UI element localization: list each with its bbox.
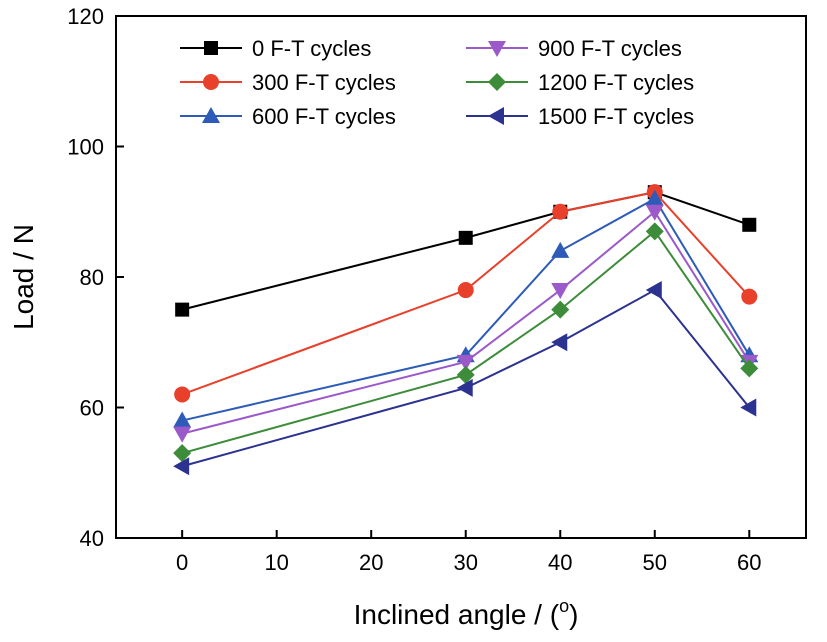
legend-label: 900 F-T cycles: [538, 36, 682, 61]
x-axis: 0 10 20 30 40 50 60: [176, 530, 762, 575]
data-point: [645, 222, 664, 241]
legend-label: 300 F-T cycles: [252, 70, 396, 95]
legend-marker: [488, 107, 504, 125]
series-layer: [173, 184, 759, 476]
data-point: [458, 230, 473, 245]
y-tick-label: 120: [67, 4, 104, 29]
legend-marker: [488, 73, 506, 91]
data-point: [740, 398, 757, 417]
data-point: [742, 217, 757, 232]
data-point: [551, 283, 570, 300]
data-point: [551, 300, 570, 319]
data-point: [173, 426, 192, 443]
x-tick-label: 30: [453, 550, 477, 575]
legend-label: 1200 F-T cycles: [538, 70, 694, 95]
y-tick-label: 100: [67, 135, 104, 160]
legend-label: 600 F-T cycles: [252, 104, 396, 129]
legend-item: 1200 F-T cycles: [466, 70, 694, 95]
data-point: [741, 288, 758, 305]
y-tick-label: 40: [80, 526, 104, 551]
data-point: [173, 411, 192, 428]
data-point: [645, 204, 664, 221]
data-point: [457, 282, 474, 299]
data-point: [175, 302, 190, 317]
data-point: [645, 281, 662, 300]
y-tick-label: 60: [80, 396, 104, 421]
x-tick-label: 50: [643, 550, 667, 575]
legend-label: 0 F-T cycles: [252, 36, 371, 61]
y-axis-title: Load / N: [8, 224, 39, 330]
legend: 0 F-T cycles 300 F-T cycles 600 F-T cycles…: [180, 36, 694, 129]
data-point: [173, 457, 190, 476]
x-tick-label: 20: [359, 550, 383, 575]
data-point: [456, 378, 473, 397]
x-axis-title-main: Inclined angle / (: [354, 599, 560, 630]
x-axis-title-end: ): [569, 599, 578, 630]
legend-marker: [488, 41, 506, 57]
series-5: [173, 281, 757, 476]
data-point: [645, 189, 664, 206]
data-point: [456, 354, 475, 371]
data-point: [173, 444, 192, 463]
series-1: [174, 184, 758, 403]
x-axis-title-superscript: o: [559, 596, 569, 616]
data-point: [551, 241, 570, 258]
legend-item: 0 F-T cycles: [180, 36, 371, 61]
legend-item: 1500 F-T cycles: [466, 104, 694, 129]
legend-item: 600 F-T cycles: [180, 104, 396, 129]
legend-marker: [204, 41, 218, 55]
x-tick-label: 40: [548, 550, 572, 575]
x-tick-label: 10: [264, 550, 288, 575]
legend-marker: [202, 107, 220, 123]
legend-item: 900 F-T cycles: [466, 36, 682, 61]
series-line: [181, 229, 751, 455]
legend-item: 300 F-T cycles: [180, 70, 396, 95]
x-tick-label: 0: [176, 550, 188, 575]
y-tick-label: 80: [80, 265, 104, 290]
series-4: [173, 222, 759, 463]
x-axis-title: Inclined angle / (o): [354, 596, 579, 630]
y-axis: 40 60 80 100 120: [67, 4, 124, 551]
legend-label: 1500 F-T cycles: [538, 104, 694, 129]
data-point: [740, 359, 759, 378]
data-point: [551, 333, 568, 352]
legend-marker: [203, 74, 219, 90]
data-point: [174, 386, 191, 403]
data-point: [456, 365, 475, 384]
data-point: [552, 203, 569, 220]
x-tick-label: 60: [737, 550, 761, 575]
